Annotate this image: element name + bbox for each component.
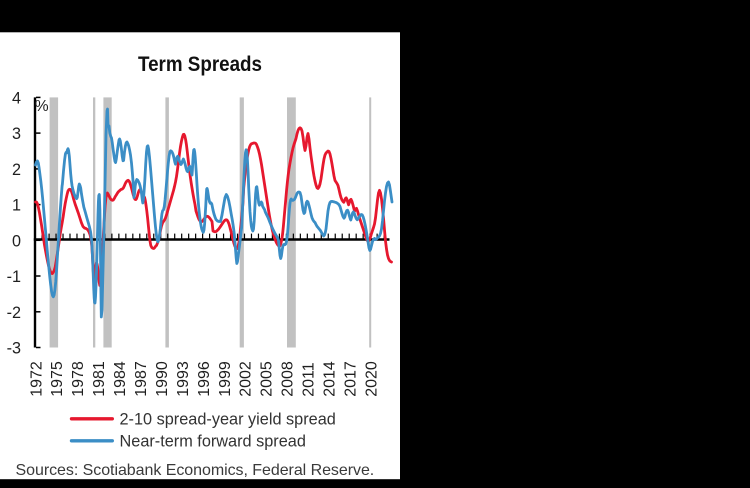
svg-text:2017: 2017 xyxy=(342,361,359,397)
svg-text:1987: 1987 xyxy=(133,361,150,397)
svg-text:-1: -1 xyxy=(7,268,21,286)
svg-text:2020: 2020 xyxy=(363,361,380,397)
svg-text:1993: 1993 xyxy=(175,361,192,397)
svg-text:1981: 1981 xyxy=(91,361,108,397)
svg-text:Term Spreads: Term Spreads xyxy=(138,52,262,76)
svg-text:1978: 1978 xyxy=(70,361,87,397)
svg-text:2-10 spread-year yield spread: 2-10 spread-year yield spread xyxy=(120,411,336,429)
svg-text:%: % xyxy=(35,98,49,115)
svg-text:0: 0 xyxy=(12,232,21,250)
svg-text:1996: 1996 xyxy=(196,361,213,397)
svg-text:1990: 1990 xyxy=(154,361,171,397)
svg-text:1984: 1984 xyxy=(112,361,129,397)
svg-text:1999: 1999 xyxy=(217,361,234,397)
svg-text:2014: 2014 xyxy=(322,361,339,397)
svg-text:Near-term forward spread: Near-term forward spread xyxy=(120,433,306,451)
svg-text:4: 4 xyxy=(12,90,21,108)
svg-text:2002: 2002 xyxy=(238,361,255,397)
svg-text:2011: 2011 xyxy=(301,362,318,397)
svg-text:2: 2 xyxy=(12,161,21,179)
svg-text:1975: 1975 xyxy=(49,361,66,397)
svg-text:2005: 2005 xyxy=(259,361,276,397)
svg-text:1972: 1972 xyxy=(28,361,45,397)
svg-text:-3: -3 xyxy=(7,340,21,358)
svg-text:3: 3 xyxy=(12,125,21,143)
svg-text:-2: -2 xyxy=(7,304,21,322)
svg-text:2008: 2008 xyxy=(280,361,297,397)
svg-text:Sources: Scotiabank Economics,: Sources: Scotiabank Economics, Federal R… xyxy=(16,462,375,479)
svg-text:1: 1 xyxy=(12,197,21,215)
